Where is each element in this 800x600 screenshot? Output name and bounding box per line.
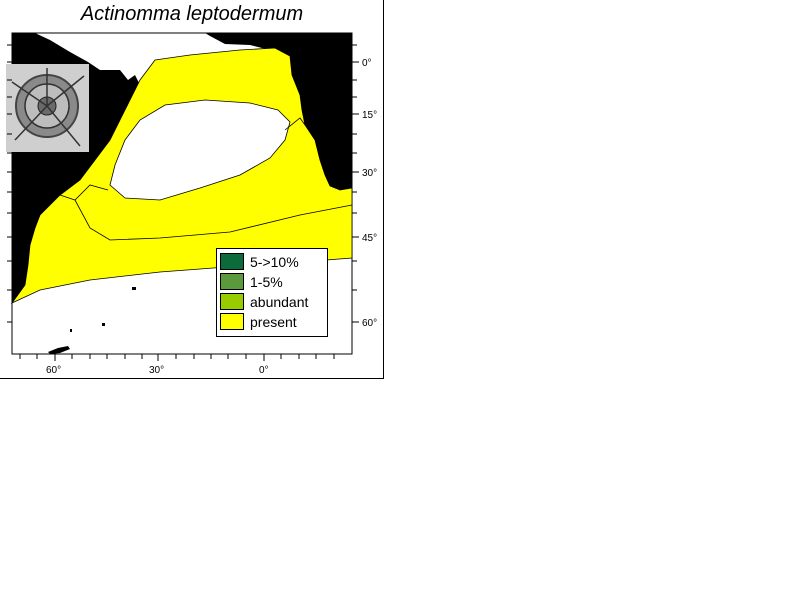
boundary-line-west [59, 184, 109, 201]
lon-label-30: 30° [149, 365, 164, 376]
legend-item-present: present [220, 312, 297, 331]
legend-swatch [220, 313, 244, 330]
boundary-line-east [284, 117, 306, 131]
land-south-america [205, 33, 352, 190]
island [70, 329, 72, 332]
lon-label-60: 60° [46, 365, 61, 376]
map-title: Actinomma leptodermum [80, 3, 304, 25]
legend: 5->10% 1-5% abundant present [216, 248, 328, 337]
legend-label: 1-5% [250, 273, 283, 290]
legend-swatch [220, 253, 244, 270]
lat-label-0: 0° [362, 58, 372, 69]
legend-label: present [250, 313, 297, 330]
legend-item-abundant: abundant [220, 292, 308, 311]
legend-item-1-5: 1-5% [220, 272, 283, 291]
legend-swatch [220, 293, 244, 310]
land-antarctic-peninsula [48, 346, 70, 354]
lat-label-60: 60° [362, 318, 377, 329]
island [102, 323, 105, 326]
lat-label-15: 15° [362, 110, 377, 121]
legend-item-5-10: 5->10% [220, 252, 299, 271]
distribution-map: 60° 30° 0° 0° 15° 30° 45° 60° [6, 32, 377, 376]
zone-absent-center [109, 99, 291, 201]
legend-label: abundant [250, 293, 309, 310]
legend-label: 5->10% [250, 253, 299, 270]
lon-label-0: 0° [259, 365, 269, 376]
legend-swatch [220, 273, 244, 290]
lat-label-45: 45° [362, 233, 377, 244]
island [132, 287, 136, 290]
radiolarian-photo [6, 64, 89, 152]
axis-ticks [7, 44, 359, 361]
boundary-line-south [74, 199, 353, 241]
lat-label-30: 30° [362, 168, 377, 179]
